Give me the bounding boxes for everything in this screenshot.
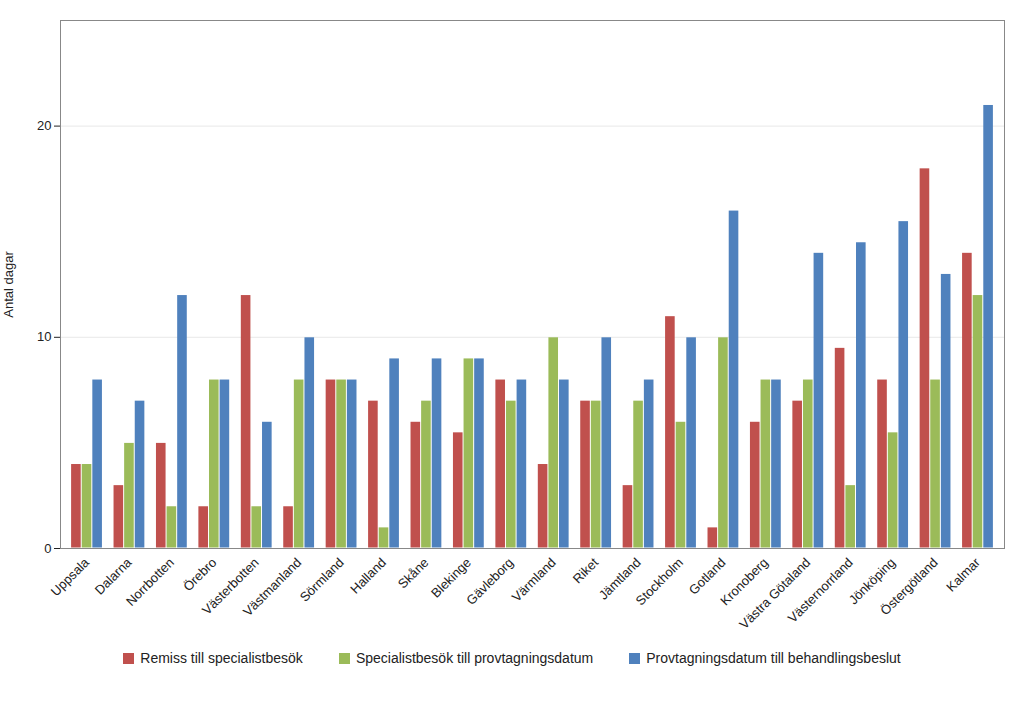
svg-text:Västerbotten: Västerbotten [199,554,262,618]
html-text:Specialistbesök till provtagni: Specialistbesök till provtagningsdatum [355,650,594,666]
svg-text:Västra Götaland: Västra Götaland [736,555,813,632]
svg-text:Gävleborg: Gävleborg [463,555,516,608]
svg-text:Riket: Riket [570,555,602,587]
svg-text:Halland: Halland [347,555,389,597]
svg-text:Värmland: Värmland [509,555,559,605]
svg-text:Norrbotten: Norrbotten [123,555,177,609]
svg-text:Västmanland: Västmanland [240,555,304,619]
svg-text:Stockholm: Stockholm [633,555,687,609]
svg-text:Uppsala: Uppsala [48,554,93,599]
svg-text:20: 20 [37,118,51,133]
svg-text:Västernorrland: Västernorrland [785,555,856,626]
svg-text:Östergötland: Östergötland [877,555,940,618]
html-text:Remiss till specialistbesök: Remiss till specialistbesök [140,650,303,666]
svg-text:Sörmland: Sörmland [297,555,347,605]
svg-text:Antal dagar: Antal dagar [1,251,16,318]
svg-text:0: 0 [44,541,51,556]
svg-text:Kronoberg: Kronoberg [717,554,771,609]
svg-text:Jämtland: Jämtland [595,554,644,603]
svg-text:10: 10 [37,329,51,344]
svg-text:Kalmar: Kalmar [943,554,983,594]
svg-text:Skåne: Skåne [395,555,432,592]
svg-text:Jönköping: Jönköping [845,554,899,608]
svg-text:Örebro: Örebro [180,555,219,594]
html-text:Provtagningsdatum till behandl: Provtagningsdatum till behandlingsbeslut [646,650,901,666]
svg-text:Dalarna: Dalarna [92,554,135,597]
svg-text:Blekinge: Blekinge [428,554,474,601]
svg-text:Gotland: Gotland [686,555,729,598]
